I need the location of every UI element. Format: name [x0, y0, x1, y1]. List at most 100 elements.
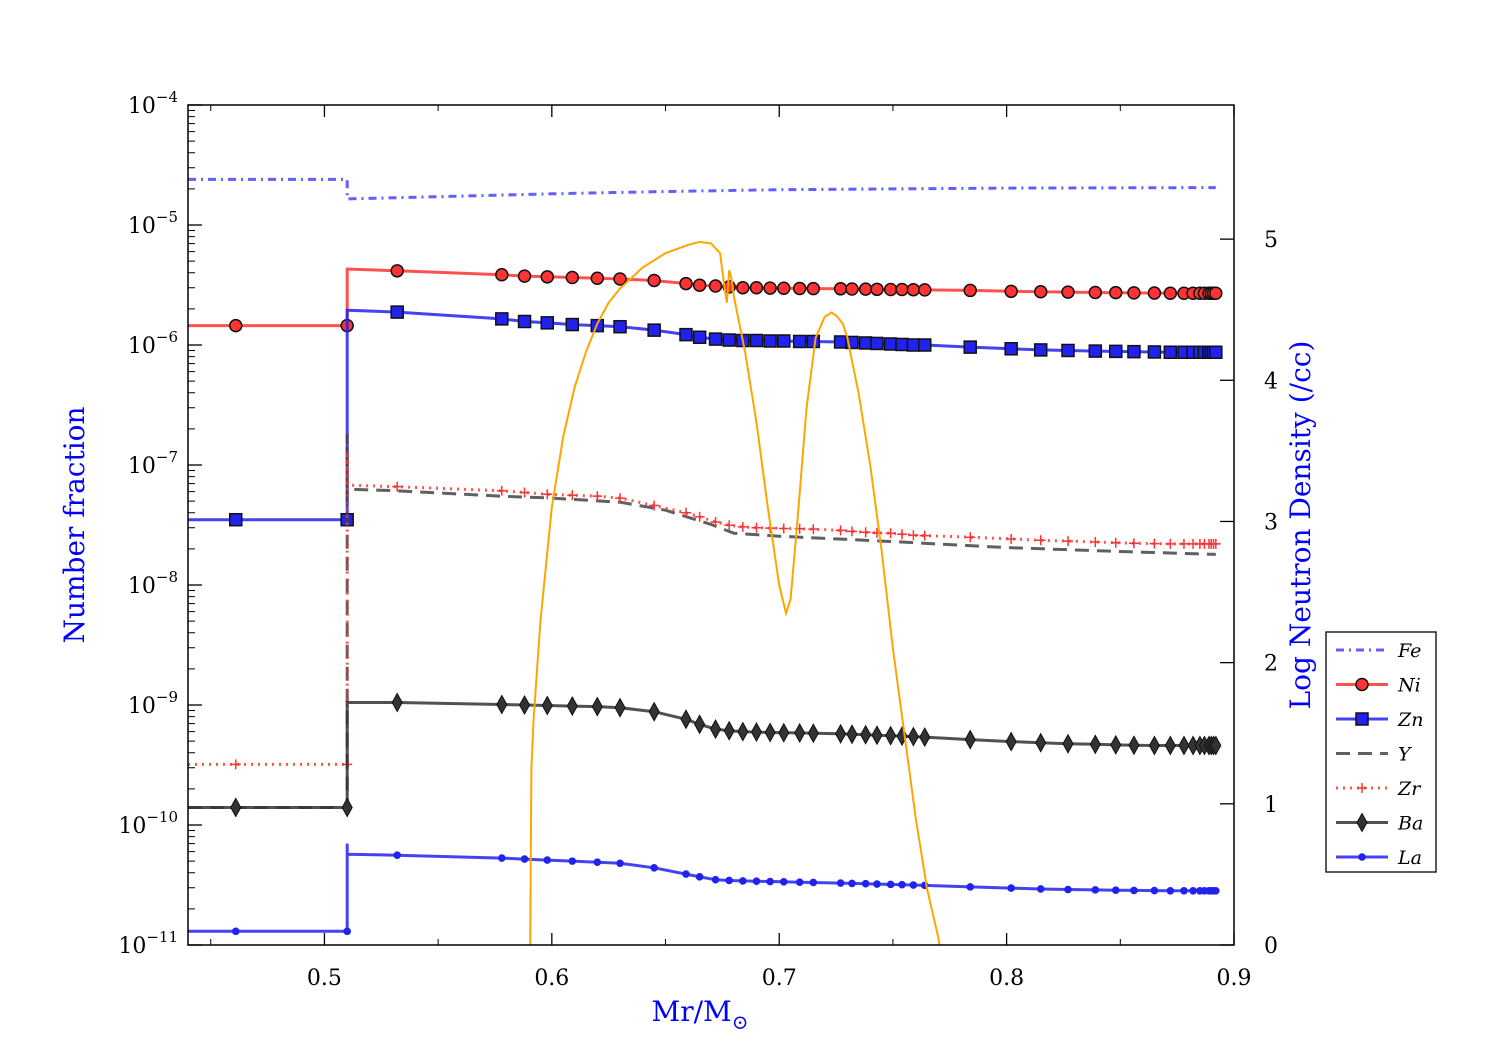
marker-plus	[835, 525, 846, 536]
marker-square	[1033, 343, 1048, 357]
marker-square	[1004, 342, 1018, 356]
marker-dot	[1180, 886, 1188, 895]
marker-diamond	[860, 724, 872, 745]
marker-plus	[680, 507, 691, 518]
marker-circle	[540, 270, 555, 284]
marker-diamond	[614, 697, 626, 718]
marker-dot	[1166, 886, 1175, 895]
marker-diamond	[1148, 735, 1160, 756]
marker-diamond	[496, 694, 508, 715]
marker-diamond	[680, 709, 692, 730]
marker-dot	[593, 858, 602, 866]
series-Zr	[188, 451, 1221, 770]
marker-dot	[1091, 886, 1100, 894]
marker-diamond	[764, 722, 776, 743]
y-left-tick-label: 10−8	[128, 568, 178, 599]
marker-plus	[1178, 538, 1189, 549]
marker-dot	[966, 883, 975, 891]
marker-diamond	[566, 696, 578, 717]
marker-circle	[708, 279, 723, 293]
x-tick-label: 0.7	[762, 966, 797, 991]
marker-square	[792, 334, 807, 349]
legend-label: Fe	[1397, 640, 1421, 662]
y-left-tick-label: 10−10	[118, 808, 178, 839]
legend-item-Ni: Ni	[1336, 675, 1421, 697]
marker-dot	[393, 851, 402, 860]
marker-circle	[1163, 286, 1178, 300]
marker-circle	[858, 282, 873, 296]
marker-diamond	[541, 695, 553, 716]
marker-dot	[1189, 886, 1197, 895]
marker-plus	[1357, 783, 1367, 793]
marker-dot	[848, 879, 856, 888]
marker-circle	[1061, 285, 1075, 299]
marker-square	[565, 317, 580, 332]
marker-circle	[647, 273, 661, 288]
x-tick-label: 0.5	[307, 966, 342, 991]
marker-circle	[736, 280, 750, 295]
marker-dot	[1212, 886, 1220, 895]
marker-plus	[567, 490, 578, 501]
marker-square	[517, 314, 532, 329]
marker-circle	[870, 282, 884, 297]
marker-dot	[616, 859, 624, 868]
marker-plus	[392, 481, 403, 492]
series-layer	[188, 177, 1223, 936]
marker-square	[390, 305, 404, 319]
series-line-Ni	[188, 267, 1216, 328]
y-left-tick-label: 10−11	[118, 928, 178, 959]
marker-plus	[615, 493, 626, 504]
marker-square	[963, 340, 977, 354]
marker-diamond	[591, 696, 603, 717]
marker-diamond	[230, 797, 242, 818]
marker-diamond	[737, 721, 749, 742]
marker-dot	[861, 879, 870, 888]
neutron-density-line	[529, 240, 941, 945]
marker-square	[895, 337, 909, 352]
marker-plus	[1128, 538, 1139, 549]
marker-dot	[682, 870, 690, 878]
series-La	[188, 843, 1220, 936]
marker-circle	[1355, 677, 1369, 692]
marker-square	[906, 338, 921, 352]
marker-circle	[692, 278, 707, 292]
marker-diamond	[885, 725, 897, 746]
marker-plus	[778, 523, 789, 534]
marker-diamond	[1128, 735, 1140, 756]
series-line-La	[188, 843, 1216, 933]
marker-dot	[725, 876, 733, 885]
legend-label: Y	[1398, 744, 1413, 766]
marker-diamond	[778, 722, 790, 743]
marker-circle	[833, 282, 848, 296]
marker-dot	[909, 881, 918, 889]
marker-plus	[897, 529, 908, 540]
marker-diamond	[1356, 812, 1368, 833]
y-right-tick-label: 4	[1264, 369, 1278, 394]
marker-circle	[1109, 285, 1123, 300]
marker-square	[692, 330, 707, 345]
marker-dot	[836, 879, 845, 887]
marker-plus	[1165, 538, 1176, 549]
marker-square	[708, 332, 723, 346]
y-right-tick-label: 3	[1264, 510, 1278, 535]
marker-square	[883, 337, 898, 351]
legend-item-Ba: Ba	[1336, 812, 1423, 835]
marker-plus	[542, 489, 553, 500]
marker-diamond	[341, 797, 353, 818]
marker-square	[679, 327, 693, 342]
marker-square	[1061, 343, 1075, 358]
y-axis-right-title: Log Neutron Density (/cc)	[1284, 341, 1317, 710]
marker-plus	[1210, 538, 1221, 549]
x-tick-label: 0.8	[989, 966, 1024, 991]
x-tick-label: 0.9	[1217, 966, 1252, 991]
y-right-tick-label: 5	[1264, 228, 1278, 253]
marker-dot	[695, 873, 704, 881]
marker-square	[763, 334, 777, 348]
legend-label: Zr	[1397, 778, 1422, 800]
marker-dot	[809, 878, 818, 887]
series-line-Y	[188, 434, 1216, 809]
marker-square	[1127, 344, 1141, 359]
marker-dot	[1064, 885, 1072, 894]
marker-diamond	[391, 692, 403, 713]
